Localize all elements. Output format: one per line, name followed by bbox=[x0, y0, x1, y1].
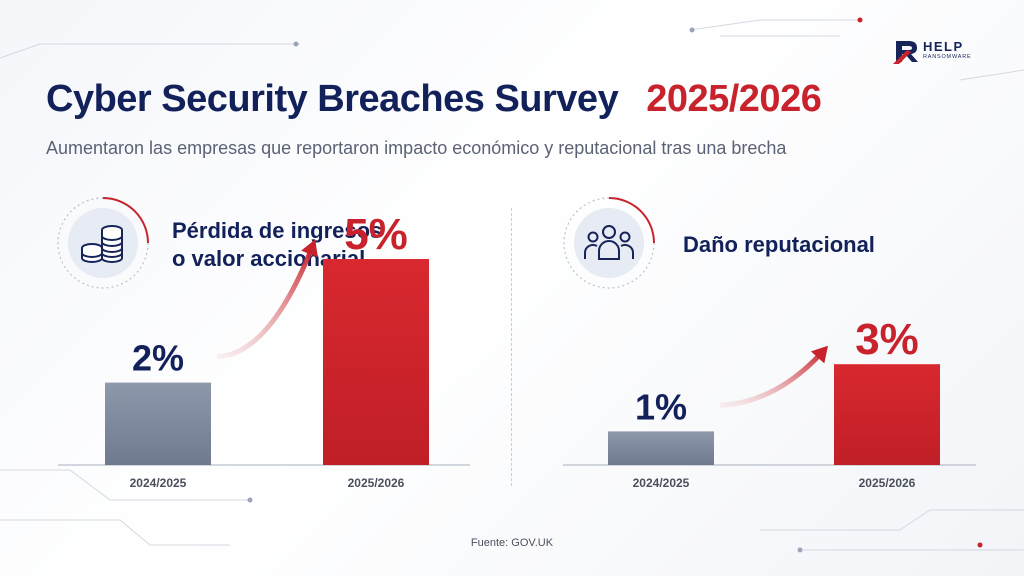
chart-2-bar-2025/2026 bbox=[834, 364, 940, 465]
chart-1-bar-2024/2025 bbox=[105, 382, 211, 465]
panel-2-icon-badge bbox=[562, 196, 656, 290]
source-note: Fuente: GOV.UK bbox=[470, 537, 554, 549]
page-title: Cyber Security Breaches Survey 2025/2026 bbox=[46, 78, 822, 121]
chart-2-bar-2024/2025 bbox=[608, 431, 714, 465]
logo-tagline-text: RANSOMWARE bbox=[923, 54, 972, 60]
people-group-icon bbox=[583, 225, 635, 260]
panel-1-label-line-1: Pérdida de ingresos bbox=[172, 218, 383, 243]
coins-icon bbox=[81, 225, 123, 263]
chart-1-bar-2025/2026 bbox=[323, 259, 429, 465]
panel-1-icon-badge bbox=[56, 196, 150, 290]
panel-1-label: Pérdida de ingresos o valor accionarial bbox=[172, 217, 382, 273]
panel-divider bbox=[511, 208, 512, 486]
chart-2-category-label: 2025/2026 bbox=[859, 476, 916, 490]
r-logo-icon bbox=[893, 41, 918, 64]
chart-2-category-label: 2024/2025 bbox=[633, 476, 690, 490]
chart-1-category-label: 2025/2026 bbox=[348, 476, 405, 490]
chart-1-trend-arrowhead bbox=[301, 239, 318, 258]
page-subtitle: Aumentaron las empresas que reportaron i… bbox=[46, 138, 787, 158]
help-ransomware-logo: HELP RANSOMWARE bbox=[893, 38, 983, 68]
chart-2-trend-arrowhead bbox=[810, 345, 829, 364]
logo-brand-text: HELP bbox=[923, 39, 964, 54]
title-text: Cyber Security Breaches Survey bbox=[46, 78, 619, 120]
chart-1-category-label: 2024/2025 bbox=[130, 476, 187, 490]
chart-2-value-label: 3% bbox=[855, 315, 919, 364]
title-year: 2025/2026 bbox=[646, 78, 822, 120]
panel-2-label-line-1: Daño reputacional bbox=[683, 232, 875, 257]
chart-2-trend-arrow bbox=[719, 347, 827, 408]
chart-1-value-label: 2% bbox=[132, 338, 184, 379]
chart-2-value-label: 1% bbox=[635, 386, 687, 427]
panel-2-label: Daño reputacional bbox=[683, 231, 875, 259]
chart-1-trend-arrow bbox=[216, 242, 316, 360]
chart-1-value-label: 5% bbox=[344, 210, 408, 259]
